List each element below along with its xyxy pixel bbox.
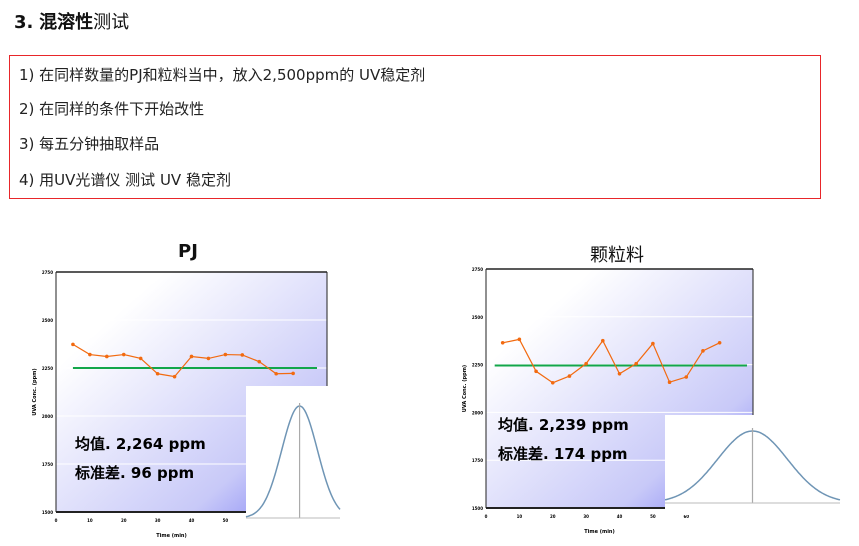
y-tick-label: 2500: [472, 315, 483, 320]
y-tick-label: 1750: [472, 458, 483, 463]
data-point: [155, 371, 160, 376]
chart-title-pellet: 颗粒料: [590, 245, 644, 266]
std-label: 标准差. 96 ppm: [74, 464, 194, 482]
data-point: [500, 341, 505, 345]
data-point: [717, 341, 722, 345]
data-point: [138, 356, 143, 361]
x-tick-label: 50: [223, 518, 229, 523]
steps-box: 1) 在同样数量的PJ和粒料当中，放入2,500ppm的 UV稳定剂 2) 在同…: [9, 55, 821, 199]
data-point: [206, 356, 211, 361]
x-tick-label: 20: [121, 518, 127, 523]
y-tick-label: 2000: [42, 414, 53, 419]
data-point: [105, 354, 109, 359]
page-title: 3. 混溶性测试: [14, 12, 130, 33]
x-tick-label: 30: [155, 518, 161, 523]
x-tick-label: 30: [583, 514, 589, 519]
y-tick-label: 1500: [42, 510, 53, 515]
data-point: [223, 352, 228, 357]
data-point: [534, 369, 538, 374]
x-tick-label: 20: [550, 514, 556, 519]
x-tick-label: 10: [87, 518, 93, 523]
data-point: [274, 371, 278, 376]
data-point: [257, 359, 262, 364]
step-1: 1) 在同样数量的PJ和粒料当中，放入2,500ppm的 UV稳定剂: [19, 66, 426, 84]
y-tick-label: 2250: [42, 366, 53, 371]
distribution-inset: [246, 386, 340, 522]
data-point: [684, 375, 689, 379]
x-tick-label: 40: [189, 518, 195, 523]
step-3: 3) 每五分钟抽取样品: [19, 135, 160, 153]
data-point: [189, 354, 194, 359]
x-tick-label: 10: [517, 514, 523, 519]
data-point: [601, 338, 605, 343]
y-tick-label: 1500: [472, 506, 483, 511]
mean-label: 均值. 2,239 ppm: [498, 416, 629, 434]
step-4: 4) 用UV光谱仪 测试 UV 稳定剂: [19, 171, 231, 189]
data-point: [651, 341, 655, 346]
data-point: [172, 374, 177, 379]
y-tick-label: 2000: [472, 410, 483, 415]
step-2: 2) 在同样的条件下开始改性: [19, 100, 205, 118]
y-tick-label: 2500: [42, 318, 53, 323]
data-point: [240, 353, 245, 357]
y-tick-label: 2750: [472, 267, 483, 272]
x-axis-label: Time (min): [156, 533, 187, 539]
data-point: [701, 349, 705, 353]
distribution-curve: [245, 405, 341, 518]
y-tick-label: 1750: [42, 462, 53, 467]
data-point: [617, 371, 622, 376]
data-point: [291, 371, 295, 376]
data-point: [550, 380, 555, 385]
y-axis-label: UVA Conc. (ppm): [32, 368, 38, 415]
x-tick-label: 60: [683, 514, 689, 519]
mean-label: 均值. 2,264 ppm: [75, 435, 206, 453]
data-point: [121, 352, 126, 357]
std-label: 标准差. 174 ppm: [497, 445, 628, 463]
chart-title-pj: PJ: [178, 241, 198, 262]
x-axis-label: Time (min): [584, 529, 615, 535]
x-tick-label: 50: [650, 514, 656, 519]
x-tick-label: 0: [485, 514, 488, 519]
series-line: [72, 343, 294, 378]
data-point: [634, 361, 638, 366]
series-line: [502, 338, 720, 384]
y-tick-label: 2250: [472, 363, 483, 368]
data-point: [584, 361, 588, 366]
data-point: [567, 374, 572, 378]
x-tick-label: 0: [55, 518, 58, 523]
y-tick-label: 2750: [42, 270, 53, 275]
x-tick-label: 40: [617, 514, 623, 519]
data-point: [667, 380, 672, 384]
data-point: [517, 337, 522, 342]
data-point: [71, 342, 75, 347]
y-axis-label: UVA Conc. (ppm): [462, 365, 468, 412]
data-point: [88, 352, 92, 357]
